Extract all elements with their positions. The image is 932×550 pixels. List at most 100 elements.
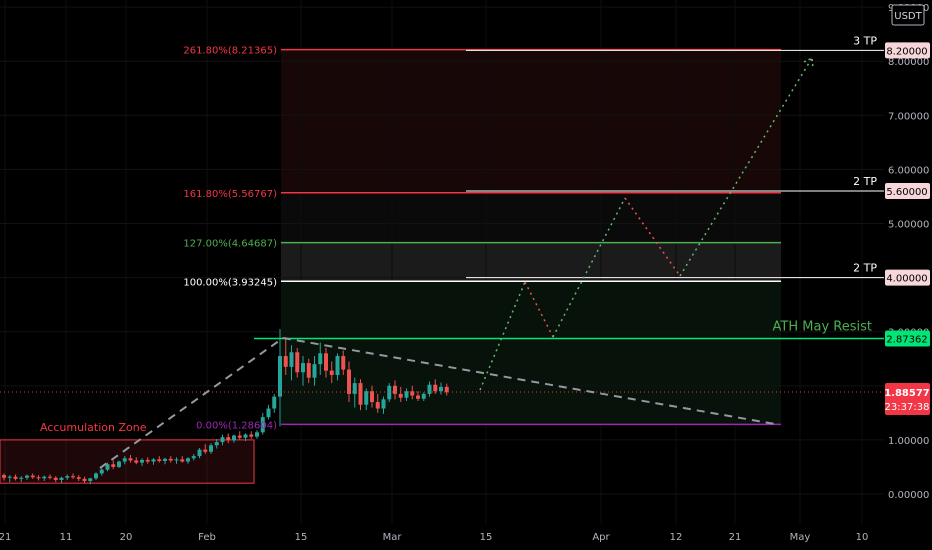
candle-body [191,456,196,459]
target-price-badge-text: 5.60000 [886,187,927,198]
candle-body [266,408,271,418]
candle [163,457,167,465]
candle [318,342,323,375]
candle-body [30,475,35,478]
candle-body [283,356,288,367]
candle-body [128,458,133,461]
candle [243,433,248,441]
price-tick-label: 7.00000 [888,111,929,122]
candle-body [42,476,47,479]
candle [278,328,282,427]
candle-body [421,393,426,399]
candle-body [163,458,167,461]
candle [145,457,150,464]
price-tick-label: 5.00000 [888,220,929,231]
candle-body [278,356,282,397]
candle-body [381,399,386,409]
candle [226,433,231,444]
fib-level-label: 0.00%(1.28604) [196,420,277,431]
candle [381,396,386,414]
time-tick-label: May [790,532,811,543]
candle [255,430,259,439]
candle [174,457,179,464]
candle [283,337,288,375]
candle [25,474,29,480]
candle-body [306,363,311,378]
candle [134,457,139,465]
candle [7,475,12,483]
candle [324,347,328,378]
candle-body [358,383,363,405]
candle [427,381,432,397]
countdown-text: 23:37:38 [885,402,930,413]
currency-badge[interactable]: USDT [891,4,925,26]
candle [249,431,254,439]
candle [88,477,93,485]
candle [232,434,236,443]
time-axis[interactable] [0,524,884,550]
candle [398,386,403,403]
candle [266,404,271,420]
candle [157,456,162,463]
candle [352,377,357,408]
target-price-badge-text: 8.20000 [886,46,927,57]
candle [180,456,185,463]
candle-body [71,476,75,478]
candle-body [324,353,328,371]
candle-body [404,391,409,398]
candle-body [13,476,18,479]
time-tick-label: 10 [856,532,869,543]
time-tick-label: 21 [729,532,742,543]
fib-level-label: 261.80%(8.21365) [183,46,277,57]
candle-body [232,435,236,441]
candle-body [237,435,242,438]
candle [375,393,380,413]
candle-body [140,459,144,463]
candle-body [88,478,93,482]
fib-zone-127 [281,243,781,281]
ath-price-badge-text: 2.87362 [886,335,927,346]
candle [329,361,334,384]
price-axis[interactable] [884,0,932,524]
candle [13,474,18,481]
target-price-badge: 5.60000 [885,183,930,200]
candle-body [157,459,162,461]
candle-body [186,458,190,462]
candle [71,473,75,479]
candle [347,361,351,403]
candle [168,456,173,463]
candle-body [416,395,420,399]
candle [444,383,449,396]
candle [59,476,64,484]
candle-body [398,393,403,398]
currency-label: USDT [894,11,922,22]
target-label: 2 TP [853,175,877,188]
candle-body [295,352,300,373]
candle-body [318,353,323,365]
candle [433,379,438,394]
candle-body [36,477,41,479]
fib-zone-lower [281,281,781,425]
price-tick-label: 6.00000 [888,165,929,176]
candle-body [197,449,202,457]
candle-body [168,458,173,461]
candle [335,353,340,381]
projection-leg-1 [479,281,526,391]
candlestick-series [2,328,449,485]
projection-leg-4 [624,197,681,277]
candle-body [180,459,185,462]
candle [214,438,219,449]
candle [237,431,242,440]
ath-label: ATH May Resist [773,320,872,335]
candle [416,391,420,401]
candle-body [410,391,415,396]
projection-leg-5 [679,57,813,277]
candle [53,476,58,483]
fibonacci-levels: 261.80%(8.21365) 161.80%(5.56767) 127.00%(… [183,46,781,431]
candle-body [329,370,334,375]
candle-body [2,475,6,478]
fib-level-label: 100.00%(3.93245) [183,277,277,288]
candle [393,380,397,400]
candle-body [387,385,392,400]
